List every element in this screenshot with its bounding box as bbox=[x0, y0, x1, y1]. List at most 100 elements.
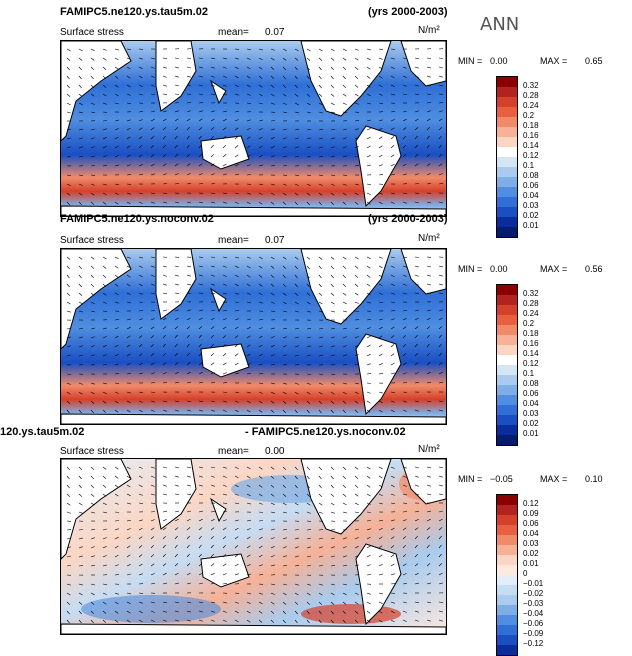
colorbar-swatch bbox=[497, 117, 517, 127]
panel1-mean-value: 0.07 bbox=[265, 27, 284, 38]
colorbar-swatch bbox=[497, 625, 517, 635]
panel1-max-label: MAX = bbox=[540, 56, 567, 66]
colorbar-tick-label: 0.1 bbox=[523, 369, 534, 378]
colorbar-tick-label: −0.09 bbox=[523, 629, 543, 638]
colorbar-tick-label: 0.12 bbox=[523, 359, 539, 368]
colorbar-tick-label: 0.08 bbox=[523, 171, 539, 180]
panel2-min-label: MIN = bbox=[458, 264, 482, 274]
colorbar-tick-label: 0 bbox=[523, 569, 527, 578]
colorbar-swatch bbox=[497, 495, 517, 505]
panel1-subtitle: Surface stress bbox=[60, 27, 124, 38]
panel2-min-value: 0.00 bbox=[490, 264, 508, 274]
colorbar-swatch bbox=[497, 217, 517, 227]
colorbar-tick-label: 0.32 bbox=[523, 289, 539, 298]
colorbar-swatch bbox=[497, 197, 517, 207]
colorbar-tick-label: 0.04 bbox=[523, 191, 539, 200]
panel1-mean-label: mean= bbox=[218, 27, 249, 38]
panel2-mean-value: 0.07 bbox=[265, 235, 284, 246]
colorbar-tick-label: −0.12 bbox=[523, 639, 543, 648]
panel3-max-value: 0.10 bbox=[585, 474, 603, 484]
colorbar-swatch bbox=[497, 325, 517, 335]
colorbar-tick-label: −0.06 bbox=[523, 619, 543, 628]
colorbar-swatch bbox=[497, 375, 517, 385]
colorbar-swatch bbox=[497, 315, 517, 325]
colorbar-tick-label: 0.12 bbox=[523, 151, 539, 160]
colorbar-tick-label: 0.08 bbox=[523, 379, 539, 388]
colorbar-swatch bbox=[497, 147, 517, 157]
colorbar-tick-label: 0.06 bbox=[523, 389, 539, 398]
colorbar-tick-label: 0.03 bbox=[523, 539, 539, 548]
colorbar-tick-label: 0.12 bbox=[523, 499, 539, 508]
colorbar-tick-label: 0.06 bbox=[523, 181, 539, 190]
colorbar-tick-label: 0.09 bbox=[523, 509, 539, 518]
colorbar-tick-label: 0.24 bbox=[523, 309, 539, 318]
colorbar-swatch bbox=[497, 157, 517, 167]
colorbar-swatch bbox=[497, 425, 517, 435]
colorbar-tick-label: 0.2 bbox=[523, 319, 534, 328]
colorbar-swatch bbox=[497, 535, 517, 545]
colorbar-tick-label: −0.04 bbox=[523, 609, 543, 618]
panel2-title-right: (yrs 2000-2003) bbox=[368, 213, 448, 225]
season-label: ANN bbox=[480, 14, 519, 35]
colorbar-tick-label: 0.02 bbox=[523, 419, 539, 428]
colorbar-swatch bbox=[497, 585, 517, 595]
colorbar-swatch bbox=[497, 295, 517, 305]
colorbar-swatch bbox=[497, 335, 517, 345]
colorbar-swatch bbox=[497, 87, 517, 97]
colorbar-swatch bbox=[497, 645, 517, 655]
colorbar-swatch bbox=[497, 615, 517, 625]
colorbar-tick-label: 0.28 bbox=[523, 299, 539, 308]
panel1-map-field bbox=[61, 41, 446, 216]
colorbar-tick-label: 0.18 bbox=[523, 121, 539, 130]
panel2-map-field bbox=[61, 249, 446, 424]
panel2-title-left: FAMIPC5.ne120.ys.noconv.02 bbox=[60, 213, 214, 225]
colorbar-tick-label: −0.03 bbox=[523, 599, 543, 608]
colorbar-tick-label: 0.1 bbox=[523, 161, 534, 170]
colorbar-swatch bbox=[497, 575, 517, 585]
colorbar-swatch bbox=[497, 365, 517, 375]
colorbar-tick-label: 0.14 bbox=[523, 349, 539, 358]
colorbar-swatch bbox=[497, 207, 517, 217]
colorbar-tick-label: 0.03 bbox=[523, 201, 539, 210]
colorbar-tick-label: 0.01 bbox=[523, 429, 539, 438]
panel1-map bbox=[60, 40, 447, 217]
colorbar-swatch bbox=[497, 395, 517, 405]
panel3-min-value: −0.05 bbox=[490, 474, 513, 484]
panel3-subtitle: Surface stress bbox=[60, 446, 124, 457]
panel3-unit: N/m² bbox=[418, 444, 440, 455]
colorbar-swatch bbox=[497, 127, 517, 137]
panel1-min-label: MIN = bbox=[458, 56, 482, 66]
colorbar-swatch bbox=[497, 177, 517, 187]
colorbar-tick-label: 0.06 bbox=[523, 519, 539, 528]
colorbar-swatch bbox=[497, 285, 517, 295]
colorbar-swatch bbox=[497, 77, 517, 87]
panel1-title-left: FAMIPC5.ne120.ys.tau5m.02 bbox=[60, 6, 208, 18]
colorbar-swatch bbox=[497, 525, 517, 535]
colorbar-swatch bbox=[497, 107, 517, 117]
panel1-min-value: 0.00 bbox=[490, 56, 508, 66]
colorbar-tick-label: 0.18 bbox=[523, 329, 539, 338]
colorbar-swatch bbox=[497, 385, 517, 395]
colorbar-tick-label: 0.04 bbox=[523, 399, 539, 408]
panel2-map bbox=[60, 248, 447, 425]
colorbar-swatch bbox=[497, 565, 517, 575]
colorbar-swatch bbox=[497, 595, 517, 605]
panel3-title-right: - FAMIPC5.ne120.ys.noconv.02 bbox=[245, 426, 406, 438]
colorbar-swatch bbox=[497, 515, 517, 525]
panel3-mean-value: 0.00 bbox=[265, 446, 284, 457]
colorbar-tick-label: −0.01 bbox=[523, 579, 543, 588]
colorbar-tick-label: 0.03 bbox=[523, 409, 539, 418]
colorbar-swatch bbox=[497, 187, 517, 197]
colorbar-tick-label: 0.01 bbox=[523, 559, 539, 568]
colorbar-tick-label: 0.16 bbox=[523, 131, 539, 140]
colorbar-swatch bbox=[497, 555, 517, 565]
colorbar-tick-label: 0.32 bbox=[523, 81, 539, 90]
panel2-max-value: 0.56 bbox=[585, 264, 603, 274]
colorbar-swatch bbox=[497, 605, 517, 615]
panel3-max-label: MAX = bbox=[540, 474, 567, 484]
panel2-max-label: MAX = bbox=[540, 264, 567, 274]
panel2-subtitle: Surface stress bbox=[60, 235, 124, 246]
colorbar-swatch bbox=[497, 355, 517, 365]
